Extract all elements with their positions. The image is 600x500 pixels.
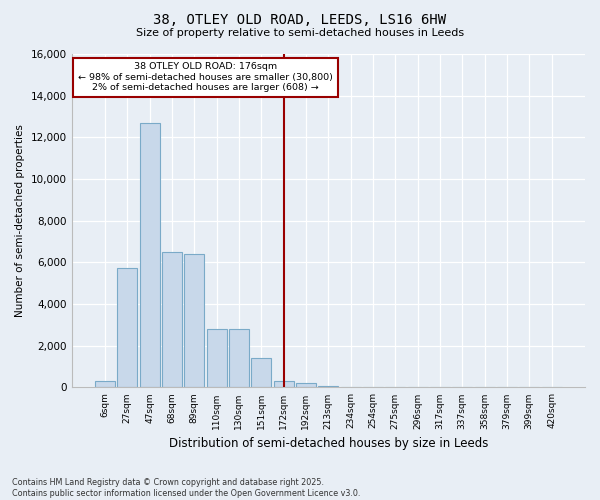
Bar [184, 254, 205, 388]
Text: Size of property relative to semi-detached houses in Leeds: Size of property relative to semi-detach… [136, 28, 464, 38]
Text: 38, OTLEY OLD ROAD, LEEDS, LS16 6HW: 38, OTLEY OLD ROAD, LEEDS, LS16 6HW [154, 12, 446, 26]
Bar [251, 358, 271, 388]
Bar [318, 386, 338, 388]
Bar [296, 384, 316, 388]
Bar [274, 381, 293, 388]
Bar [229, 329, 249, 388]
Text: Contains HM Land Registry data © Crown copyright and database right 2025.
Contai: Contains HM Land Registry data © Crown c… [12, 478, 361, 498]
Bar [117, 268, 137, 388]
Bar [206, 329, 227, 388]
Y-axis label: Number of semi-detached properties: Number of semi-detached properties [15, 124, 25, 317]
Bar [140, 123, 160, 388]
Bar [162, 252, 182, 388]
Bar [95, 381, 115, 388]
X-axis label: Distribution of semi-detached houses by size in Leeds: Distribution of semi-detached houses by … [169, 437, 488, 450]
Text: 38 OTLEY OLD ROAD: 176sqm
← 98% of semi-detached houses are smaller (30,800)
2% : 38 OTLEY OLD ROAD: 176sqm ← 98% of semi-… [78, 62, 333, 92]
